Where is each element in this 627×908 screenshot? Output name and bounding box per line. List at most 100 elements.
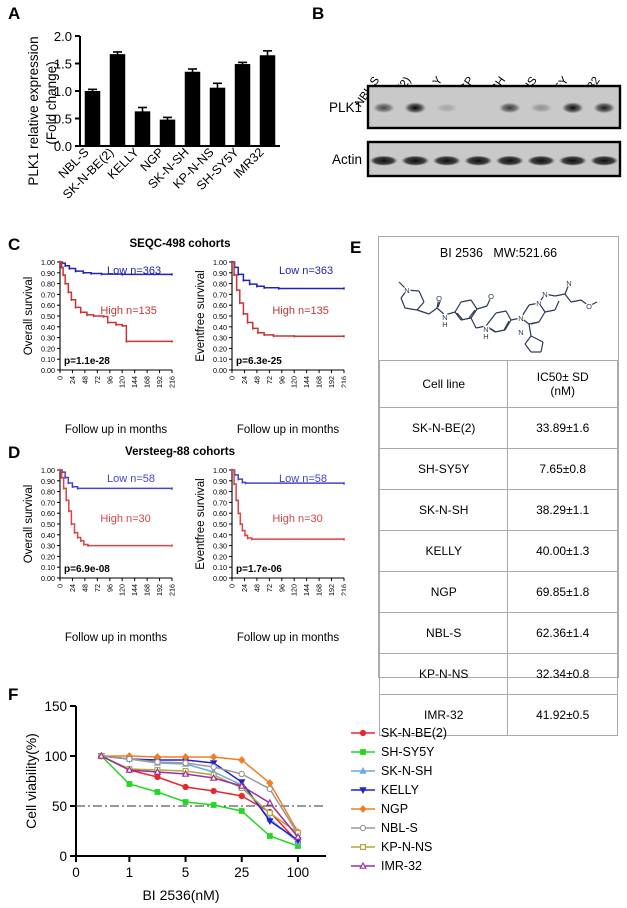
panel-d-ytick: 0.90 (41, 477, 55, 486)
panel-f-data-point (154, 758, 161, 766)
panel-d-high-label: High n=30 (100, 513, 150, 525)
panel-c-ytick: 0.20 (213, 344, 227, 353)
panel-d-xtick: 48 (252, 584, 261, 592)
panel-d-xtick: 120 (290, 584, 299, 596)
plk1-band (593, 102, 616, 114)
panel-f-legend-label: SK-N-SH (381, 763, 433, 778)
actin-band (369, 155, 398, 166)
panel-f-legend-item[interactable]: IMR-32 (350, 856, 500, 875)
panel-f-legend-item[interactable]: NBL-S (350, 818, 500, 837)
panel-f-legend-item[interactable]: SH-SY5Y (350, 742, 500, 761)
panel-c-ytick: 0.40 (41, 323, 55, 332)
panel-f-legend-item[interactable]: KP-N-NS (350, 837, 500, 856)
panel-f-legend-item[interactable]: KELLY (350, 780, 500, 799)
panel-f-legend-item[interactable]: SK-N-BE(2) (350, 723, 500, 742)
panel-d-xtick: 96 (277, 584, 286, 592)
panel-d-xtick: 168 (143, 584, 152, 596)
panel-d-ylabel: Overall survival (23, 485, 35, 564)
legend-marker-triangle (350, 766, 376, 776)
panel-d-ytick: 0.60 (41, 509, 55, 518)
ic50-table-row: IMR-32 41.92±0.5 (378, 694, 618, 736)
plk1-band (372, 102, 395, 114)
compound-header: BI 2536 MW:521.66 (379, 237, 618, 260)
cell-line-value: IMR-32 (378, 694, 509, 736)
panel-f-data-point (238, 756, 246, 764)
panel-f-legend-item[interactable]: SK-N-SH (350, 761, 500, 780)
panel-d-ytick: 0.20 (41, 552, 55, 561)
cell-line-value: NBL-S (378, 612, 509, 654)
panel-d-xtick: 72 (93, 584, 102, 592)
panel-f-legend-label: SH-SY5Y (381, 744, 435, 759)
panel-d-xlabel: Follow up in months (65, 632, 168, 644)
panel-f-data-point (266, 833, 273, 839)
panel-c-xtick: 144 (302, 376, 311, 388)
panel-f-data-point (238, 792, 245, 800)
panel-c-ytick: 1.00 (213, 258, 227, 267)
panel-c-ytick: 0.90 (213, 269, 227, 278)
panel-c-xlabel: Follow up in months (65, 424, 168, 436)
ic50-col-header-cell-line: Cell line (378, 360, 509, 408)
structure-atom-label: O (436, 294, 442, 303)
panel-c-xtick: 24 (68, 376, 77, 384)
ic50-table-row: KELLY 40.00±1.3 (378, 530, 618, 572)
panel-d-xtick: 120 (118, 584, 127, 596)
cell-line-value: SH-SY5Y (378, 448, 509, 490)
structure-atom-label: N (536, 299, 541, 308)
panel-f-data-point (210, 763, 217, 771)
compound-name: BI 2536 (439, 246, 483, 260)
cell-line-value: SK-N-BE(2) (378, 407, 509, 449)
panel-f-data-point (182, 783, 189, 791)
legend-marker-square (350, 747, 376, 757)
panel-d-xtick: 0 (228, 584, 237, 588)
ic50-table-row: SK-N-SH 38.29±1.1 (378, 489, 618, 531)
panel-a-ytick: 0.0 (54, 139, 72, 154)
panel-a-ytick: 1.5 (54, 57, 72, 72)
panel-f-ytick: 50 (52, 799, 67, 814)
panel-d-ytick: 0.80 (213, 488, 227, 497)
panel-f-series-line (101, 755, 299, 835)
panel-b-western-blot: NBL-SSK-N-BE(2)KELLYNGPSK-N-SHKP-N-NSSH-… (320, 14, 625, 184)
panel-d-xtick: 144 (130, 584, 139, 596)
panel-c-xtick: 48 (80, 376, 89, 384)
panel-f-legend-label: KELLY (381, 782, 419, 797)
panel-d-ylabel: Eventfree survival (195, 478, 207, 569)
panel-d-ytick: 0.10 (213, 563, 227, 572)
panel-d-ytick: 1.00 (41, 466, 55, 475)
panel-d-xtick: 24 (68, 584, 77, 592)
structure-atom-label: N (542, 290, 547, 299)
plk1-band (435, 103, 458, 113)
panel-c-ytick: 0.80 (213, 280, 227, 289)
panel-f-data-point (126, 781, 133, 787)
legend-marker-circle (350, 728, 376, 738)
panel-a-ylabel-2: (Fold change) (44, 61, 59, 144)
panel-d-ytick: 0.50 (213, 520, 227, 529)
panel-d-xtick: 24 (240, 584, 249, 592)
panel-d-high-label: High n=30 (272, 513, 322, 525)
panel-a-bar (84, 91, 101, 146)
ic50-table-row: SH-SY5Y 7.65±0.8 (378, 448, 618, 490)
ic50-table-row: SK-N-BE(2) 33.89±1.6 (378, 407, 618, 449)
panel-a-ylabel-1: PLK1 relative expression (26, 36, 41, 185)
panel-f-data-point (238, 808, 245, 814)
panel-f-data-point (153, 767, 162, 775)
panel-c-ytick: 0.10 (213, 355, 227, 364)
panel-c-xtick: 192 (155, 376, 164, 388)
panel-d-pvalue: p=1.7e-06 (236, 564, 282, 575)
panel-f-data-point (209, 773, 218, 781)
panel-c-xtick: 192 (327, 376, 336, 388)
panel-c-ytick: 0.80 (41, 280, 55, 289)
legend-marker-diamond (350, 804, 376, 814)
actin-band (590, 155, 619, 166)
actin-band (527, 155, 556, 166)
structure-atom-label: N (442, 313, 447, 322)
panel-d-ytick: 0.30 (213, 542, 227, 551)
panel-d-ytick: 0.40 (213, 531, 227, 540)
panel-d-pvalue: p=6.9e-08 (64, 564, 110, 575)
panel-f-legend-item[interactable]: NGP (350, 799, 500, 818)
panel-label-d: D (8, 443, 21, 462)
panel-f-data-point (125, 765, 134, 773)
panel-f-xtick: 25 (234, 865, 249, 880)
panel-d-high-curve (60, 469, 172, 547)
panel-d-xtick: 192 (327, 584, 336, 596)
actin-band (495, 155, 524, 166)
